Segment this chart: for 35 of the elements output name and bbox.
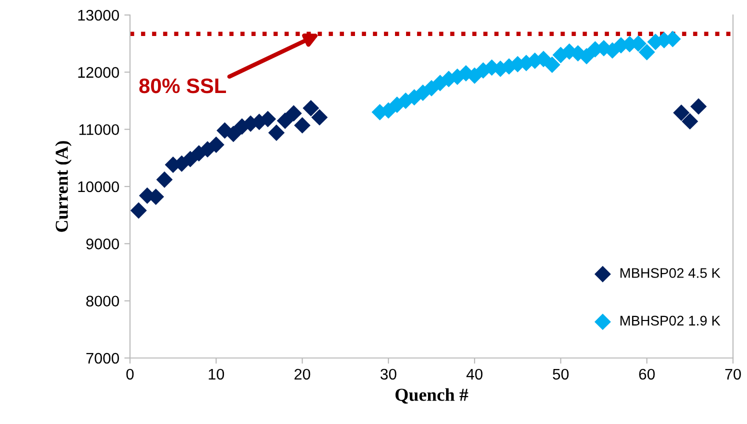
point [544,56,560,73]
x-tick-label: 0 [126,368,134,380]
x-tick-label: 20 [294,368,310,380]
y-tick-label: 7000 [86,352,119,364]
point [682,113,698,130]
x-tick-label: 10 [208,368,224,380]
x-tick-label: 70 [725,368,741,380]
x-axis-title: Quench # [396,388,468,404]
legend-label: MBHSP02 4.5 K [620,268,720,278]
y-tick-label: 13000 [78,10,119,21]
y-tick-label: 9000 [86,238,119,250]
y-tick-label: 8000 [86,296,119,307]
y-tick-label: 11000 [79,124,119,136]
point [268,124,285,141]
point [302,100,320,116]
point [130,202,147,219]
point [285,105,302,122]
y-tick-label: 12000 [78,67,119,78]
y-tick-label: 10000 [78,181,119,192]
point [156,171,173,188]
annotation: 80% SSL [139,78,226,94]
legend-label: MBHSP02 1.9 K [620,316,720,326]
point [690,98,707,115]
point [638,44,656,60]
x-tick-label: 30 [380,368,396,380]
point [208,136,224,153]
point [673,104,690,121]
x-tick-label: 60 [639,368,655,380]
point [311,109,328,126]
point [225,126,242,142]
point [294,117,311,134]
y-axis-title: Current (A) [55,141,72,232]
point [276,112,294,129]
x-tick-label: 50 [552,368,569,380]
x-tick-label: 40 [466,368,482,380]
